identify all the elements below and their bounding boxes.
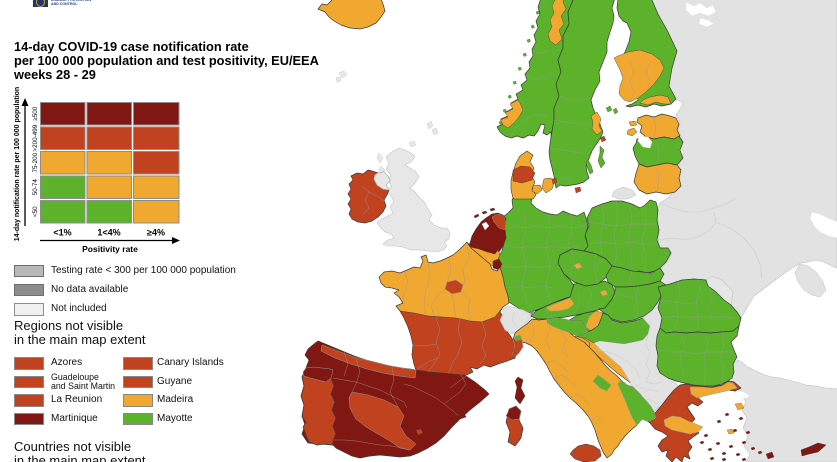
svg-text:<50: <50 [32, 206, 39, 217]
svg-text:1<4%: 1<4% [97, 228, 120, 238]
svg-text:>200-499: >200-499 [32, 124, 39, 151]
svg-text:14-day notification rate per 1: 14-day notification rate per 100 000 pop… [14, 87, 21, 241]
svg-text:≥500: ≥500 [32, 106, 39, 120]
svg-text:≥4%: ≥4% [147, 228, 165, 238]
svg-text:<1%: <1% [53, 228, 71, 238]
svg-text:Positivity rate: Positivity rate [82, 244, 138, 254]
svg-text:75-200: 75-200 [32, 152, 39, 172]
svg-text:50-74: 50-74 [32, 179, 39, 196]
